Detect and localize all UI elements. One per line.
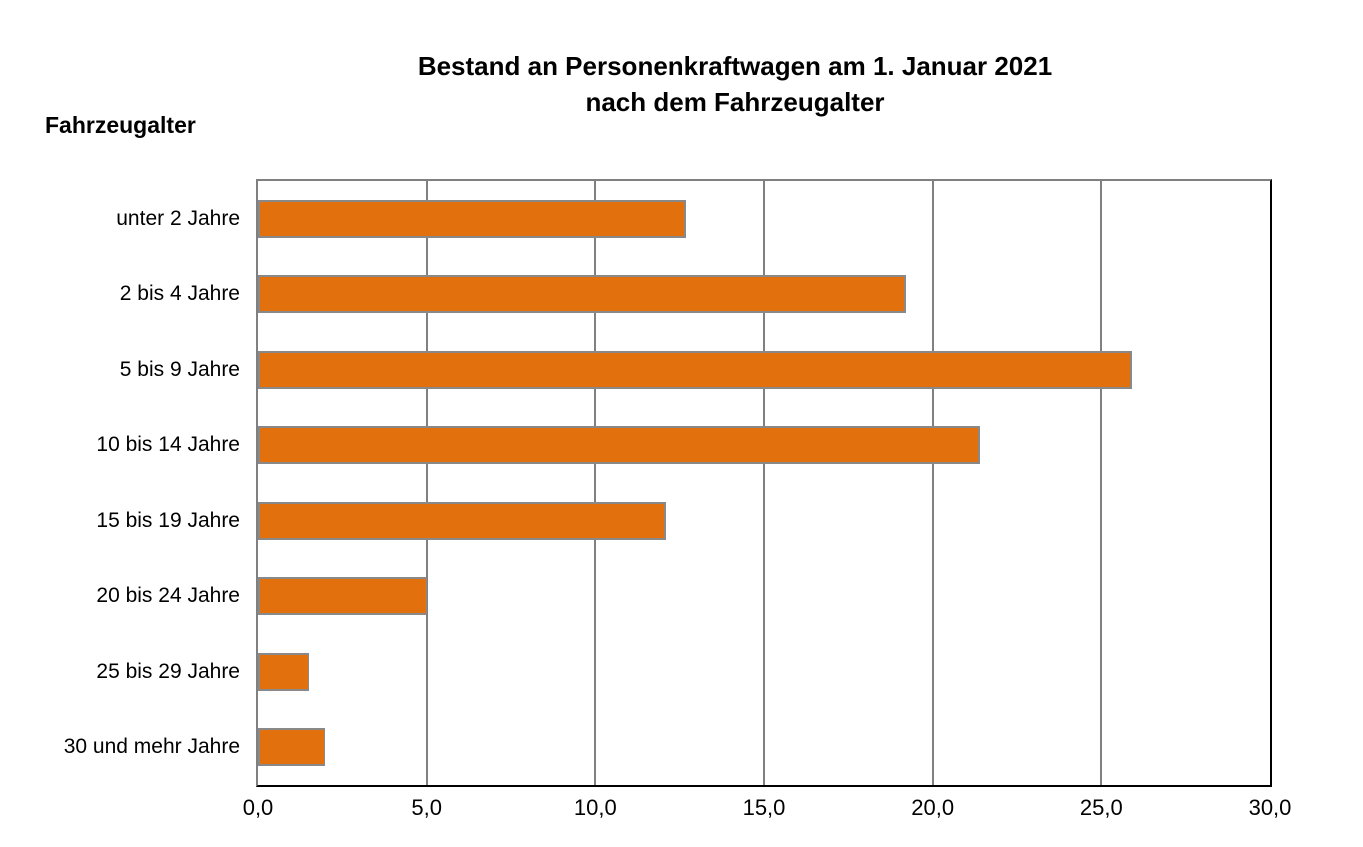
- bar-5: [258, 501, 667, 540]
- x-tick-label: 20,0: [911, 795, 955, 820]
- gridline: [594, 181, 597, 785]
- bar-1: [258, 199, 687, 238]
- category-label: 15 bis 19 Jahre: [96, 508, 240, 532]
- x-tick-label: 25,0: [1079, 795, 1123, 820]
- x-tick-label: 10,0: [573, 795, 617, 820]
- bar-7: [258, 652, 309, 691]
- gridline: [931, 181, 934, 785]
- x-tick-label: 5,0: [411, 795, 442, 820]
- chart-title-line1: Bestand an Personenkraftwagen am 1. Janu…: [417, 51, 1053, 81]
- category-label: 20 bis 24 Jahre: [96, 584, 240, 608]
- x-axis-tick-labels: 0,0 5,0 10,0 15,0 20,0 25,0 30,0: [243, 795, 1292, 835]
- bar-4: [258, 426, 980, 465]
- gridline: [763, 181, 765, 785]
- category-label: 5 bis 9 Jahre: [119, 357, 240, 381]
- bar-6: [258, 577, 427, 616]
- bar-2: [258, 275, 906, 314]
- category-label: 25 bis 29 Jahre: [96, 659, 240, 683]
- bar-3: [258, 350, 1132, 389]
- x-tick-label: 15,0: [742, 795, 786, 820]
- chart-title: Bestand an Personenkraftwagen am 1. Janu…: [200, 48, 1270, 120]
- gridline: [1100, 181, 1103, 785]
- category-label: unter 2 Jahre: [116, 206, 240, 230]
- category-label: 2 bis 4 Jahre: [119, 282, 240, 306]
- x-tick-label: 0,0: [242, 795, 274, 820]
- chart-title-line2: nach dem Fahrzeugalter: [585, 87, 885, 117]
- plot-area: [256, 179, 1272, 787]
- category-axis-labels: unter 2 Jahre 2 bis 4 Jahre 5 bis 9 Jahre 1…: [0, 181, 240, 785]
- category-label: 30 und mehr Jahre: [63, 735, 240, 759]
- bar-8: [258, 728, 326, 767]
- x-tick-label: 30,0: [1248, 795, 1292, 820]
- category-label: 10 bis 14 Jahre: [96, 433, 240, 457]
- y-axis-label: Fahrzeugalter: [45, 112, 196, 138]
- gridline: [425, 181, 428, 785]
